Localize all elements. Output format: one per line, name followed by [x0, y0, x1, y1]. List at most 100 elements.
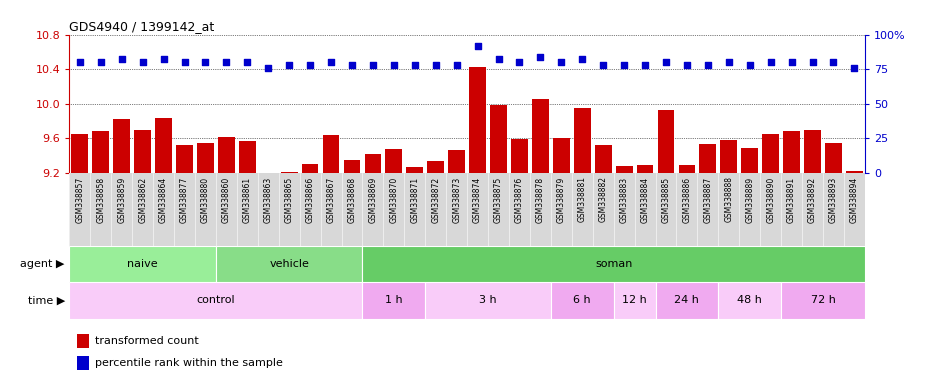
Text: GSM338864: GSM338864	[159, 177, 168, 223]
Text: GSM338876: GSM338876	[515, 177, 524, 223]
Bar	[69, 246, 216, 282]
Bar	[551, 282, 613, 319]
Point	[826, 59, 841, 65]
Point	[261, 65, 276, 71]
Text: soman: soman	[595, 259, 633, 269]
Point	[365, 62, 380, 68]
Text: 24 h: 24 h	[674, 295, 699, 306]
Point	[491, 56, 506, 63]
Text: GSM338877: GSM338877	[180, 177, 189, 223]
Point	[72, 59, 87, 65]
Text: GSM338890: GSM338890	[766, 177, 775, 223]
Point	[324, 59, 339, 65]
Text: time ▶: time ▶	[28, 295, 65, 306]
Point	[533, 54, 548, 60]
Text: GSM338872: GSM338872	[431, 177, 440, 223]
Point	[596, 62, 611, 68]
Bar	[363, 282, 426, 319]
Text: GSM338892: GSM338892	[808, 177, 817, 223]
Bar	[741, 148, 758, 173]
Bar	[658, 110, 674, 173]
Bar	[197, 142, 214, 173]
Text: control: control	[197, 295, 235, 306]
Bar	[469, 67, 486, 173]
Bar	[134, 129, 151, 173]
Text: 48 h: 48 h	[737, 295, 762, 306]
Bar	[783, 131, 800, 173]
Bar	[490, 105, 507, 173]
Text: GSM338873: GSM338873	[452, 177, 462, 223]
Text: GSM338867: GSM338867	[327, 177, 336, 223]
Text: GSM338878: GSM338878	[536, 177, 545, 223]
Point	[407, 62, 422, 68]
Text: GSM338866: GSM338866	[305, 177, 314, 223]
Point	[743, 62, 758, 68]
Text: agent ▶: agent ▶	[20, 259, 65, 269]
Bar	[216, 246, 363, 282]
Text: GSM338884: GSM338884	[641, 177, 649, 223]
Text: GSM338869: GSM338869	[368, 177, 377, 223]
Text: naive: naive	[128, 259, 158, 269]
Text: GSM338882: GSM338882	[598, 177, 608, 222]
Bar	[363, 246, 865, 282]
Text: percentile rank within the sample: percentile rank within the sample	[95, 358, 283, 368]
Text: GSM338885: GSM338885	[661, 177, 671, 223]
Text: GSM338893: GSM338893	[829, 177, 838, 223]
Point	[847, 65, 862, 71]
Bar	[323, 135, 339, 173]
Bar	[426, 282, 551, 319]
Point	[470, 43, 485, 49]
Bar	[532, 99, 549, 173]
Text: GSM338857: GSM338857	[75, 177, 84, 223]
Point	[450, 62, 464, 68]
Point	[512, 59, 527, 65]
Text: GSM338865: GSM338865	[285, 177, 293, 223]
Bar	[343, 160, 361, 173]
Point	[574, 56, 589, 63]
Point	[302, 62, 317, 68]
Bar	[406, 167, 423, 173]
Text: GSM338875: GSM338875	[494, 177, 503, 223]
Text: 72 h: 72 h	[810, 295, 835, 306]
Bar	[595, 145, 611, 173]
Bar	[281, 172, 298, 173]
Text: GSM338860: GSM338860	[222, 177, 231, 223]
Point	[700, 62, 715, 68]
Bar	[825, 143, 842, 173]
Point	[680, 62, 695, 68]
Text: 6 h: 6 h	[574, 295, 591, 306]
Text: GSM338868: GSM338868	[348, 177, 356, 223]
Point	[722, 59, 736, 65]
Bar	[386, 149, 402, 173]
Bar	[656, 282, 719, 319]
Point	[115, 56, 130, 63]
Bar	[574, 108, 591, 173]
Point	[617, 62, 632, 68]
Text: GSM338874: GSM338874	[473, 177, 482, 223]
Text: GSM338858: GSM338858	[96, 177, 105, 223]
Point	[637, 62, 652, 68]
Point	[135, 59, 150, 65]
Point	[428, 62, 443, 68]
Text: GSM338861: GSM338861	[243, 177, 252, 223]
Bar	[512, 139, 528, 173]
Bar	[721, 140, 737, 173]
Bar	[155, 118, 172, 173]
Bar	[636, 165, 653, 173]
Text: 12 h: 12 h	[623, 295, 647, 306]
Text: GSM338880: GSM338880	[201, 177, 210, 223]
Point	[659, 59, 673, 65]
Bar	[114, 119, 130, 173]
Bar	[699, 144, 716, 173]
Bar	[69, 282, 363, 319]
Point	[805, 59, 820, 65]
Point	[198, 59, 213, 65]
Bar	[781, 282, 865, 319]
Text: 3 h: 3 h	[479, 295, 497, 306]
Text: vehicle: vehicle	[269, 259, 309, 269]
Bar	[71, 134, 88, 173]
Bar	[719, 282, 781, 319]
Bar	[78, 334, 89, 348]
Text: GSM338859: GSM338859	[117, 177, 126, 223]
Point	[219, 59, 234, 65]
